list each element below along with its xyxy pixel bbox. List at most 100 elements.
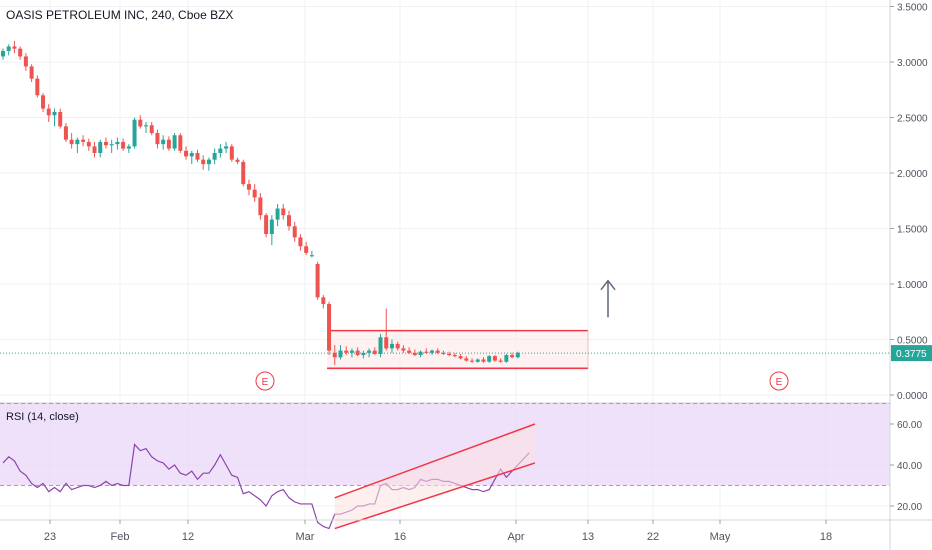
candle-body: [6, 46, 11, 51]
candle-body: [69, 139, 74, 145]
candle-body: [418, 351, 423, 356]
candle-body: [23, 56, 28, 67]
time-axis-label: May: [710, 531, 731, 543]
rsi-axis-label: 40.00: [897, 461, 922, 472]
price-axis-label: 0.0000: [897, 391, 928, 402]
time-axis-label: Mar: [296, 531, 315, 543]
candle-body: [287, 215, 291, 227]
candle-body: [355, 350, 360, 356]
candle-body: [29, 66, 34, 79]
time-axis-label: Feb: [111, 531, 130, 543]
candle-body: [41, 95, 46, 109]
grid-lines: [0, 0, 890, 520]
candle-body: [492, 356, 497, 361]
price-axis-label: 1.0000: [897, 280, 928, 291]
price-axis-label: 3.5000: [897, 3, 928, 14]
candle-body: [452, 355, 457, 357]
candle-body: [424, 351, 429, 353]
candle-body: [218, 148, 223, 154]
candle-body: [178, 135, 183, 151]
candle-body: [292, 226, 297, 238]
earnings-marker-icon: [255, 371, 275, 391]
time-axis-label: 12: [182, 531, 194, 543]
candle-body: [498, 360, 503, 362]
candle-body: [447, 353, 452, 356]
candle-body: [46, 108, 51, 116]
candle-body: [464, 358, 469, 361]
candle-body: [269, 219, 274, 235]
candle-body: [401, 348, 406, 351]
candle-body: [126, 146, 131, 149]
candle-body: [92, 146, 97, 154]
candle-body: [235, 159, 240, 162]
candle-body: [63, 126, 68, 140]
candle-body: [98, 141, 103, 154]
candle-body: [212, 153, 217, 160]
time-axis-label: 16: [394, 531, 406, 543]
candle-body: [258, 197, 263, 216]
breakout-arrow-head: [600, 279, 616, 291]
rsi-trend-channel-upper: [334, 423, 536, 499]
candle-body: [435, 350, 440, 353]
candle-body: [184, 150, 189, 157]
candle-body: [195, 153, 200, 160]
candle-body: [487, 356, 492, 362]
candle-body: [304, 246, 309, 253]
candle-body: [86, 141, 91, 147]
candle-body: [252, 189, 257, 198]
rsi-axis-label: 60.00: [897, 420, 922, 431]
candle-body: [161, 139, 166, 145]
candle-body: [121, 141, 126, 149]
candle-body: [441, 352, 446, 354]
candle-body: [132, 119, 137, 147]
rsi-indicator-label: RSI (14, close): [6, 411, 79, 423]
consolidation-box-fill: [327, 330, 588, 369]
candle-body: [241, 161, 246, 185]
candle-body: [344, 350, 349, 353]
candle-body: [378, 337, 383, 354]
candle-body: [315, 264, 320, 298]
rsi-trend-channel-fill: [334, 424, 535, 529]
chart-title: OASIS PETROLEUM INC, 240, Cboe BZX: [6, 8, 234, 22]
candle-body: [298, 237, 303, 247]
candle-body: [309, 255, 314, 257]
candle-body: [81, 139, 86, 142]
candle-body: [430, 350, 434, 353]
candle-body: [144, 125, 148, 127]
price-axis-label: 0.5000: [897, 336, 928, 347]
candle-body: [246, 184, 251, 190]
candle-body: [12, 46, 17, 49]
candle-body: [515, 352, 520, 358]
candle-body: [189, 153, 194, 157]
earnings-marker-label: E: [776, 377, 783, 388]
candle-body: [395, 343, 400, 349]
candle-body: [367, 350, 372, 353]
candle-body: [389, 343, 394, 349]
price-axis-label: 3.0000: [897, 58, 928, 69]
current-price-label: 0.3775: [896, 349, 927, 360]
consolidation-box: [0, 329, 890, 370]
time-axis-label: Apr: [507, 531, 524, 543]
candle-body: [361, 352, 366, 356]
price-axis-label: 2.0000: [897, 169, 928, 180]
candle-body: [201, 159, 206, 165]
candle-body: [327, 303, 332, 351]
candle-body: [52, 111, 57, 116]
candle-body: [475, 359, 480, 362]
candle-body: [321, 297, 326, 304]
candle-body: [149, 125, 154, 134]
earnings-marker-label: E: [262, 377, 269, 388]
candle-body: [384, 337, 389, 349]
time-axis-label: 18: [820, 531, 832, 543]
candle-body: [349, 350, 354, 353]
price-axis-label: 2.5000: [897, 114, 928, 125]
candle-body: [458, 356, 463, 359]
candle-body: [166, 139, 171, 149]
candle-body: [407, 350, 412, 353]
candle-body: [338, 350, 343, 358]
candle-body: [138, 119, 143, 127]
candle-body: [504, 355, 509, 362]
